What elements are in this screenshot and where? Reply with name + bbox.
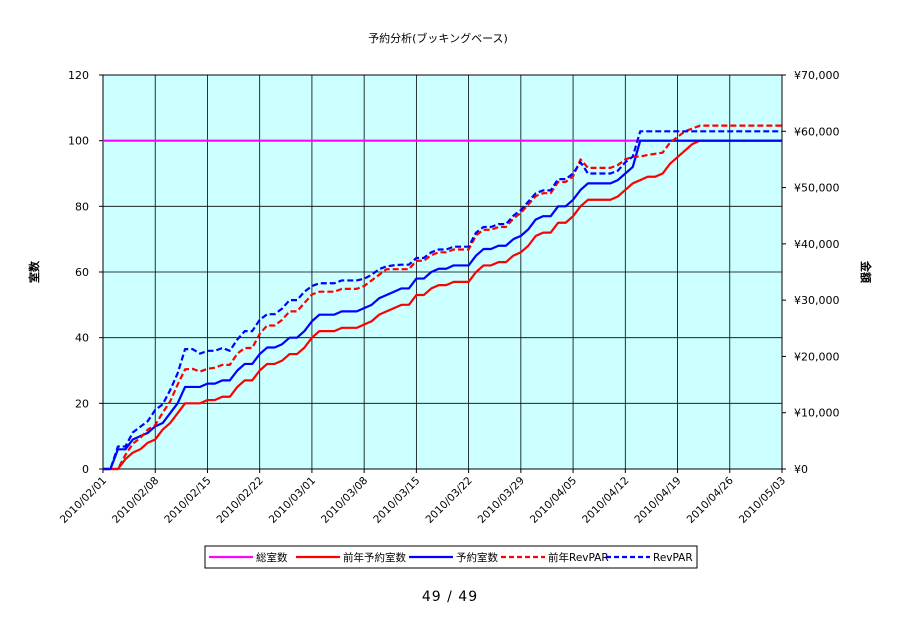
y-left-tick-label: 0 (82, 463, 89, 476)
x-tick-label: 2010/02/22 (215, 475, 266, 526)
x-tick-label: 2010/04/26 (685, 474, 737, 526)
y-right-tick-label: ¥10,000 (794, 407, 840, 420)
y-axis-left: 0 20 40 60 80 100 120 (68, 69, 103, 476)
x-tick-label: 2010/04/05 (528, 475, 579, 526)
series-lines (103, 124, 782, 471)
y-left-tick-label: 120 (68, 69, 89, 82)
x-tick-label: 2010/02/08 (110, 475, 161, 526)
x-tick-label: 2010/02/15 (162, 475, 213, 526)
x-tick-label: 2010/03/22 (423, 475, 474, 526)
legend-label: 前年予約室数 (343, 551, 406, 564)
y-right-tick-label: ¥20,000 (794, 350, 840, 363)
x-tick-label: 2010/03/29 (476, 475, 527, 526)
y-left-tick-label: 60 (75, 266, 89, 279)
legend-label: 予約室数 (456, 551, 498, 564)
y-right-tick-label: ¥50,000 (794, 182, 840, 195)
x-tick-label: 2010/04/12 (580, 475, 631, 526)
series-line (103, 130, 782, 471)
y-left-tick-label: 100 (68, 135, 89, 148)
y-axis-right-label: 金額 (859, 260, 873, 283)
x-tick-label: 2010/02/01 (58, 475, 109, 526)
legend-label: RevPAR (653, 552, 693, 564)
page-number: 49 / 49 (421, 589, 479, 605)
y-axis-left-label: 室数 (27, 260, 41, 283)
x-tick-label: 2010/03/01 (267, 475, 318, 526)
y-left-tick-label: 20 (75, 397, 89, 410)
y-right-tick-label: ¥70,000 (794, 69, 840, 82)
y-right-tick-label: ¥40,000 (794, 238, 840, 251)
y-left-tick-label: 40 (75, 332, 89, 345)
x-tick-label: 2010/04/19 (632, 475, 683, 526)
x-tick-label: 2010/03/15 (371, 475, 422, 526)
chart-title: 予約分析(ブッキングベース) (368, 31, 508, 45)
y-left-tick-label: 80 (75, 200, 89, 213)
x-axis: 2010/02/01 2010/02/08 2010/02/15 2010/02/22… (58, 469, 788, 526)
series-line (103, 139, 782, 471)
legend: 総室数 前年予約室数 予約室数 前年RevPAR RevPAR (204, 545, 698, 569)
x-tick-label: 2010/03/08 (319, 475, 370, 526)
x-tick-label: 2010/05/03 (737, 475, 788, 526)
series-line (103, 139, 782, 471)
y-right-tick-label: ¥30,000 (794, 294, 840, 307)
y-right-tick-label: ¥0 (794, 463, 808, 476)
series-line (103, 124, 782, 471)
y-right-tick-label: ¥60,000 (794, 125, 840, 138)
legend-label: 総室数 (256, 551, 288, 564)
y-axis-right: ¥0 ¥10,000 ¥20,000 ¥30,000 ¥40,000 ¥50,000 ¥60… (782, 69, 840, 476)
legend-label: 前年RevPAR (548, 551, 609, 564)
